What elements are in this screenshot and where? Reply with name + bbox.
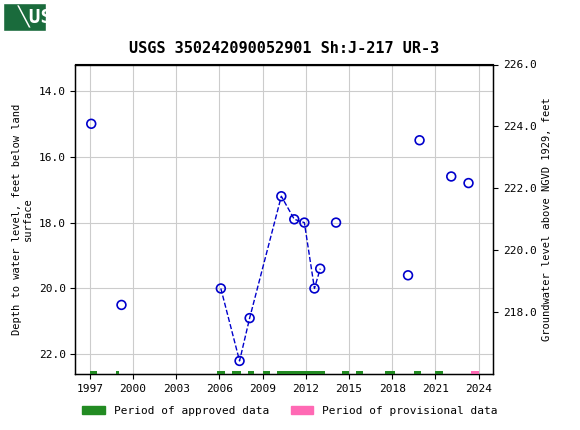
Point	[331, 219, 340, 226]
Bar	[3, 3, 46, 31]
Bar	[263, 371, 270, 376]
Bar	[385, 371, 395, 376]
Point	[277, 193, 286, 200]
Bar	[436, 371, 443, 376]
Bar	[116, 371, 118, 376]
Point	[117, 301, 126, 308]
Point	[216, 285, 226, 292]
Bar	[233, 371, 241, 376]
Bar	[356, 371, 364, 376]
Title: USGS 350242090052901 Sh:J-217 UR-3: USGS 350242090052901 Sh:J-217 UR-3	[129, 41, 439, 56]
Point	[404, 272, 413, 279]
Point	[415, 137, 424, 144]
Bar	[472, 371, 478, 376]
Text: ╲USGS: ╲USGS	[17, 6, 76, 28]
Y-axis label: Groundwater level above NGVD 1929, feet: Groundwater level above NGVD 1929, feet	[542, 98, 552, 341]
Bar	[277, 371, 325, 376]
Point	[310, 285, 319, 292]
Bar	[248, 371, 254, 376]
Legend: Period of approved data, Period of provisional data: Period of approved data, Period of provi…	[78, 401, 502, 420]
Point	[245, 315, 254, 322]
Point	[464, 180, 473, 187]
Point	[316, 265, 325, 272]
Point	[235, 357, 244, 364]
Point	[289, 216, 299, 223]
Bar	[414, 371, 421, 376]
Bar	[342, 371, 349, 376]
Bar	[90, 371, 97, 376]
Bar	[216, 371, 225, 376]
Point	[86, 120, 96, 127]
Point	[300, 219, 309, 226]
Point	[447, 173, 456, 180]
Y-axis label: Depth to water level, feet below land
surface: Depth to water level, feet below land su…	[12, 104, 33, 335]
